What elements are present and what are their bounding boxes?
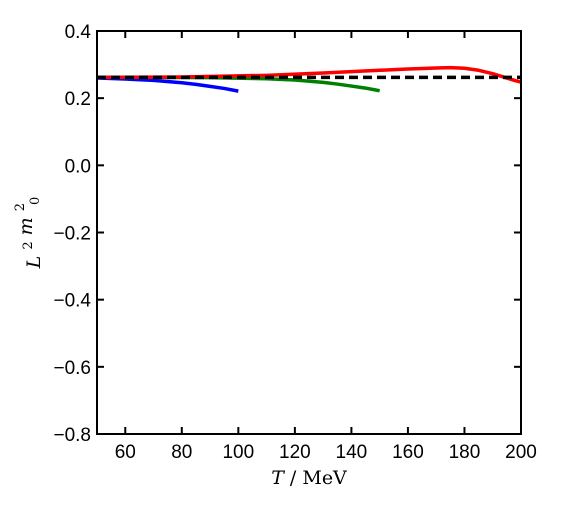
x-axis-label: T / MeV	[271, 467, 347, 489]
x-axis-label-symbol: T	[271, 467, 285, 489]
tick-labels-layer: 60 80 100 120 140 160 180 200 0.4 0.2 0.0 −0.2 −0.4 −…	[53, 22, 536, 463]
series-layer	[96, 65, 522, 93]
y-axis-label-symbol2: m	[15, 217, 37, 235]
series-line-0	[96, 76, 239, 93]
y-tick-label-4: −0.4	[53, 291, 91, 312]
y-tick-label-5: −0.6	[53, 358, 91, 379]
x-tick-label-4: 140	[336, 442, 368, 463]
y-tick-label-3: −0.2	[53, 224, 91, 245]
y-axis-label: L 2 m 2 0	[7, 197, 45, 270]
y-tick-label-6: −0.8	[53, 425, 91, 446]
x-tick-label-7: 200	[505, 442, 537, 463]
x-tick-label-6: 180	[449, 442, 481, 463]
x-tick-label-1: 80	[171, 442, 192, 463]
y-axis-label-sup2: 2	[13, 203, 28, 211]
y-tick-label-2: 0.0	[65, 156, 91, 177]
y-axis-label-symbol1: L	[23, 256, 45, 270]
x-tick-label-5: 160	[392, 442, 424, 463]
ticks-layer	[97, 30, 522, 435]
x-axis-label-unit: / MeV	[290, 467, 347, 489]
x-tick-label-2: 100	[222, 442, 254, 463]
y-axis-label-sub2: 0	[28, 197, 43, 205]
x-tick-label-0: 60	[115, 442, 136, 463]
plot-frame	[96, 30, 522, 435]
y-axis-label-sup1: 2	[21, 241, 36, 249]
y-tick-label-1: 0.2	[65, 89, 91, 110]
y-tick-label-0: 0.4	[65, 22, 92, 43]
x-tick-label-3: 120	[279, 442, 311, 463]
